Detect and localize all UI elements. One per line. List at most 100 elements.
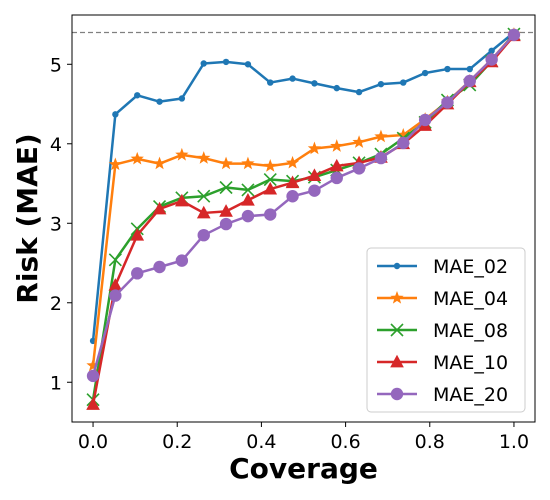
legend-item-mae-20: MAE_20 (377, 384, 508, 406)
data-point-mae-02-15 (421, 69, 429, 77)
data-point-mae-20-5 (197, 228, 210, 242)
legend-item-mae-04: MAE_04 (377, 288, 508, 310)
data-point-mae-10-7 (241, 193, 255, 206)
y-axis-label: Risk (MAE) (11, 133, 44, 303)
data-point-mae-04-3 (152, 156, 167, 170)
data-point-mae-10-2 (130, 227, 145, 241)
x-tick-label: 0.4 (246, 431, 276, 453)
data-point-mae-02-1 (112, 111, 119, 118)
data-point-mae-02-8 (267, 79, 274, 86)
data-point-mae-10-1 (108, 278, 123, 291)
data-point-mae-02-4 (178, 95, 186, 102)
data-point-mae-20-2 (131, 267, 144, 280)
data-point-mae-04-7 (241, 156, 255, 170)
data-point-mae-08-8 (263, 172, 277, 187)
y-tick-label: 4 (50, 134, 62, 156)
data-point-mae-08-6 (219, 180, 233, 195)
data-point-mae-20-10 (308, 184, 321, 197)
data-point-mae-04-10 (307, 141, 322, 155)
data-point-mae-02-16 (444, 65, 451, 73)
ticks-layer: 0.0 0.2 0.4 0.6 0.8 1.0 1 2 3 4 5 (50, 54, 529, 453)
data-point-mae-02-3 (156, 98, 163, 105)
data-point-mae-02-9 (289, 75, 296, 82)
x-tick-label: 0.6 (330, 431, 360, 453)
legend-label-mae-02: MAE_02 (433, 256, 508, 278)
data-point-mae-02-5 (200, 60, 207, 67)
data-point-mae-10-5 (196, 205, 211, 219)
legend-marker-mae-08-stroke-b (390, 323, 404, 337)
legend-label-mae-08: MAE_08 (433, 320, 508, 342)
data-point-mae-20-19 (507, 28, 521, 42)
y-tick-label: 5 (50, 54, 62, 76)
data-point-mae-10-10 (307, 168, 322, 181)
data-point-mae-08-1-stroke-b (108, 253, 122, 267)
data-point-mae-20-0 (86, 369, 100, 383)
data-point-mae-10-0 (86, 397, 100, 410)
data-point-mae-08-7 (241, 183, 255, 197)
data-point-mae-08-5-stroke-b (197, 189, 211, 203)
data-point-mae-20-17 (463, 74, 476, 88)
x-tick-label: 0.0 (78, 431, 108, 453)
legend-label-mae-20: MAE_20 (433, 384, 508, 406)
data-point-mae-20-12 (352, 162, 366, 175)
data-point-mae-02-13 (377, 80, 385, 88)
data-point-mae-04-11 (330, 139, 344, 152)
data-point-mae-04-6 (219, 156, 233, 170)
data-point-mae-20-14 (397, 136, 410, 150)
data-point-mae-04-2 (130, 151, 144, 165)
data-point-mae-08-1 (108, 253, 122, 267)
y-tick-label: 3 (50, 213, 62, 235)
x-tick-label: 1.0 (499, 431, 529, 453)
data-point-mae-02-18 (488, 47, 495, 54)
data-point-mae-20-8 (264, 208, 277, 221)
data-point-mae-20-9 (286, 190, 299, 203)
data-point-mae-04-9 (285, 155, 300, 169)
data-point-mae-10-6 (219, 204, 233, 217)
data-point-mae-04-1 (108, 157, 123, 171)
data-point-mae-10-9 (285, 175, 300, 189)
legend-label-mae-10: MAE_10 (433, 352, 508, 374)
data-point-mae-10-11 (329, 158, 344, 172)
data-point-mae-04-4 (175, 147, 189, 161)
data-point-mae-20-13 (374, 151, 388, 165)
legend-marker-mae-04 (390, 291, 404, 304)
data-point-mae-10-8 (263, 181, 278, 195)
legend-marker-mae-02 (393, 262, 401, 270)
data-point-mae-04-0 (86, 358, 100, 372)
data-point-mae-02-10 (311, 80, 318, 87)
legend-marker-mae-20 (390, 387, 404, 401)
legend-marker-mae-08 (390, 323, 404, 337)
data-point-mae-08-7-stroke-b (241, 183, 255, 197)
data-point-mae-20-7 (241, 209, 255, 223)
data-point-mae-04-12 (352, 135, 366, 148)
data-point-mae-08-5 (197, 189, 211, 203)
y-tick-label: 1 (50, 372, 62, 394)
data-point-mae-04-8 (263, 159, 277, 172)
legend-item-mae-08: MAE_08 (377, 320, 508, 342)
legend-marker-mae-10 (390, 354, 404, 368)
y-tick-label: 2 (50, 293, 62, 315)
data-point-mae-02-6 (222, 58, 230, 66)
data-point-mae-02-17 (466, 65, 473, 73)
x-axis-label: Coverage (229, 452, 378, 485)
data-point-mae-02-12 (355, 88, 363, 96)
data-point-mae-04-13 (374, 129, 388, 143)
data-point-mae-02-2 (134, 92, 141, 99)
plot-layer (72, 27, 535, 410)
plot-frame (71, 14, 536, 423)
legend: MAE_02 MAE_04 MAE_08 MAE_10 MAE_20 (366, 247, 526, 413)
data-point-mae-20-15 (418, 113, 432, 127)
data-point-mae-10-3 (152, 201, 167, 215)
data-point-mae-08-8-stroke-b (263, 172, 277, 187)
data-point-mae-20-11 (330, 171, 343, 185)
data-point-mae-04-14 (396, 128, 410, 141)
series-mae-20 (86, 28, 521, 383)
data-point-mae-02-14 (400, 79, 407, 86)
legend-box (366, 247, 526, 413)
data-point-mae-20-1 (109, 289, 122, 302)
legend-label-mae-04: MAE_04 (433, 288, 508, 310)
data-point-mae-10-4 (175, 193, 189, 207)
data-point-mae-20-6 (219, 217, 233, 231)
data-point-mae-04-5 (197, 151, 211, 164)
